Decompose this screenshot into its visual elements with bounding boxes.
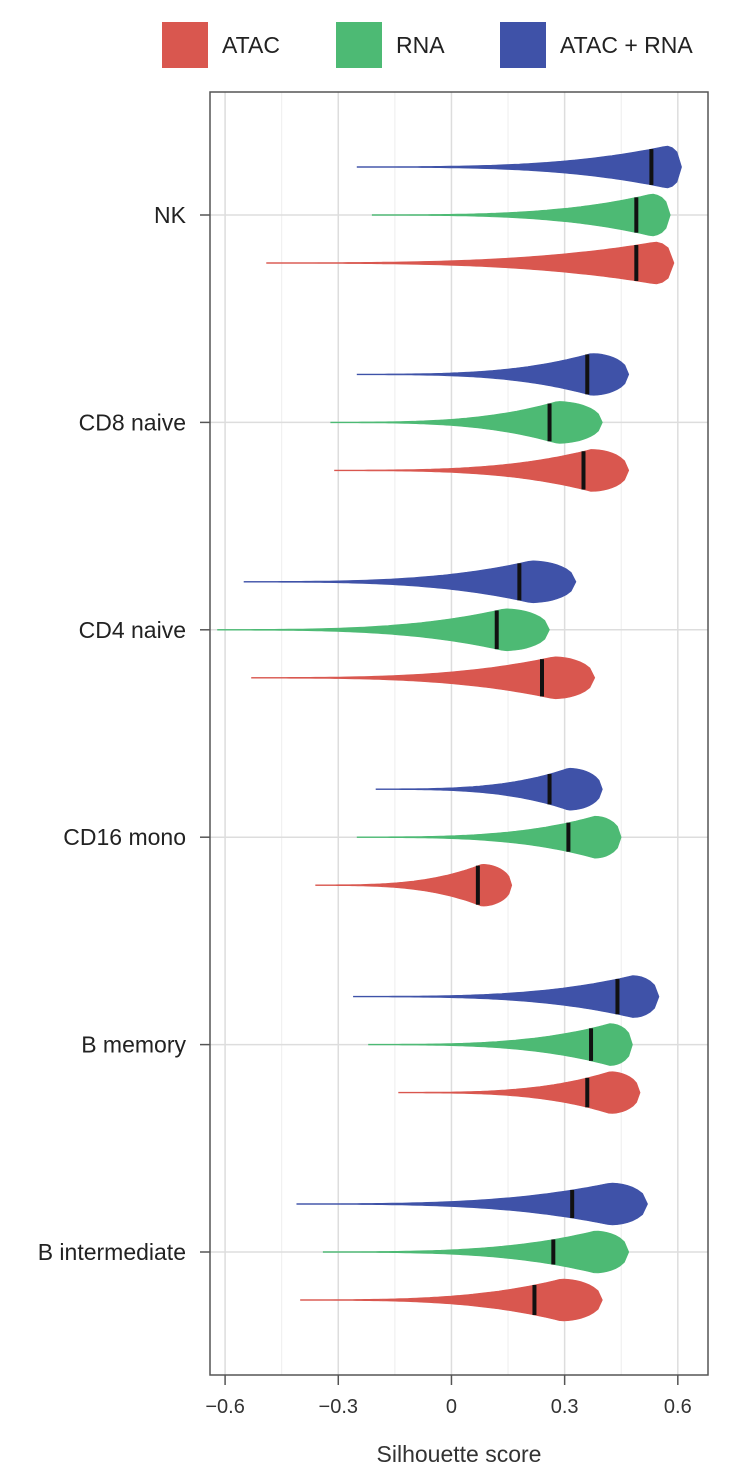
violin-atac-cd8-naive: [334, 449, 630, 492]
legend-item-atac: ATAC: [162, 22, 280, 68]
x-tick-label: −0.6: [205, 1396, 244, 1418]
violin-rna-b-memory: [368, 1023, 633, 1066]
x-tick-label: −0.3: [319, 1396, 358, 1418]
x-tick-label: 0: [446, 1396, 457, 1418]
violin-rna-b-intermediate: [322, 1230, 630, 1274]
legend-item-rna: RNA: [336, 22, 445, 68]
legend-swatch-atac-rna: [500, 22, 546, 68]
violin-rna-cd8-naive: [330, 401, 603, 444]
violin-atac-rna-cd8-naive: [356, 353, 630, 396]
legend-label-rna: RNA: [396, 31, 445, 58]
category-label-cd4-naive: CD4 naive: [79, 617, 186, 643]
violin-atac-rna-nk: [356, 145, 682, 189]
violin-atac-rna-b-memory: [353, 975, 660, 1018]
category-label-cd16-mono: CD16 mono: [63, 824, 186, 850]
legend: ATAC RNA ATAC + RNA: [0, 0, 736, 90]
violin-rna-cd16-mono: [356, 815, 622, 859]
violin-atac-rna-b-intermediate: [296, 1182, 648, 1226]
legend-label-atac: ATAC: [222, 31, 280, 58]
legend-swatch-rna: [336, 22, 382, 68]
category-label-cd8-naive: CD8 naive: [79, 409, 186, 435]
category-label-nk: NK: [154, 202, 187, 228]
violin-atac-cd16-mono: [315, 863, 513, 907]
violin-atac-cd4-naive: [251, 656, 596, 700]
violin-atac-rna-cd4-naive: [243, 560, 577, 604]
x-tick-label: 0.6: [664, 1396, 692, 1418]
violin-atac-b-memory: [398, 1071, 641, 1114]
legend-item-atac-rna: ATAC + RNA: [500, 22, 693, 68]
category-label-b-intermediate: B intermediate: [38, 1239, 186, 1265]
violin-atac-nk: [266, 241, 675, 285]
category-label-b-memory: B memory: [81, 1032, 186, 1058]
legend-swatch-atac: [162, 22, 208, 68]
violin-rna-cd4-naive: [217, 608, 550, 652]
x-axis-title: Silhouette score: [377, 1441, 542, 1467]
plot-frame: [209, 91, 709, 1376]
legend-label-atac-rna: ATAC + RNA: [560, 31, 693, 58]
violin-rna-nk: [371, 193, 671, 237]
violin-atac-b-intermediate: [300, 1278, 603, 1322]
x-tick-label: 0.3: [551, 1396, 579, 1418]
violin-atac-rna-cd16-mono: [375, 767, 603, 811]
